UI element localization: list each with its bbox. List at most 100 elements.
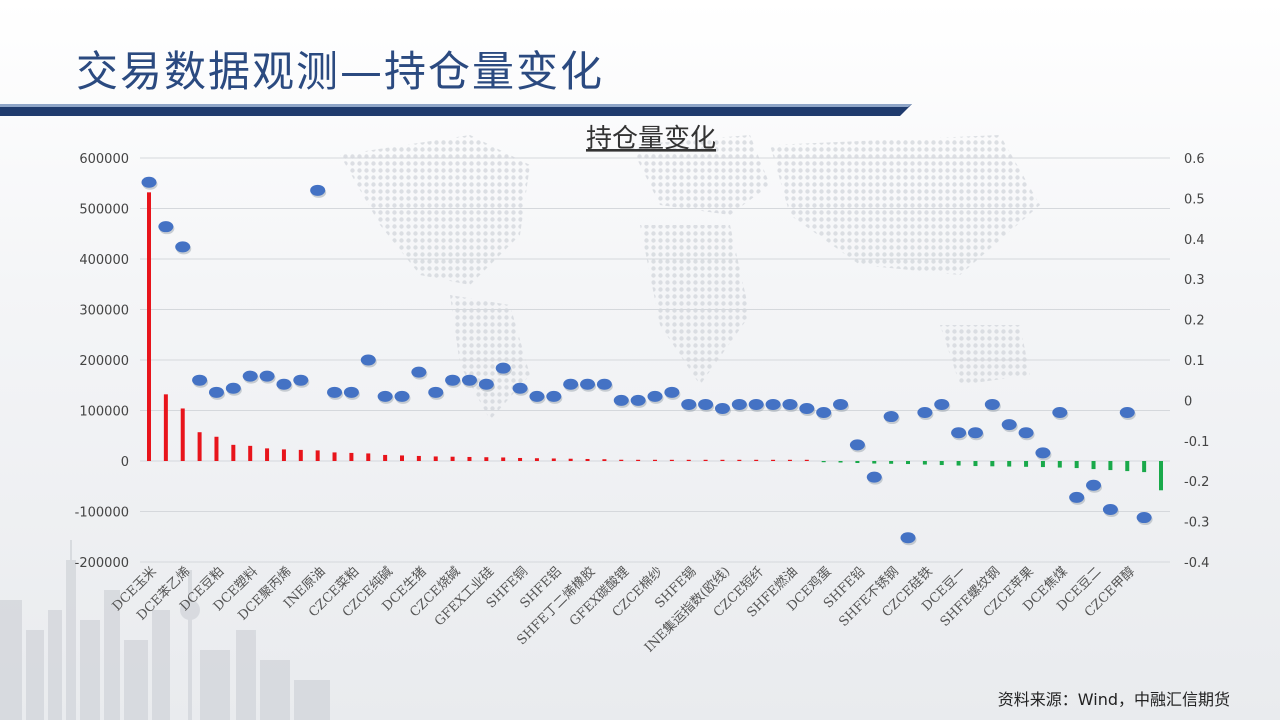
point	[529, 390, 545, 402]
point	[1102, 503, 1118, 515]
right-tick-label: 0.1	[1184, 354, 1205, 369]
point	[411, 366, 427, 378]
point	[613, 394, 629, 406]
bar	[416, 455, 421, 461]
left-tick-label: 0	[121, 455, 129, 470]
bar	[1074, 461, 1079, 469]
right-tick-label: 0.2	[1184, 314, 1205, 329]
point	[765, 398, 781, 410]
point	[849, 439, 865, 451]
right-axis-ticks: 0.6 0.5 0.4 0.3 0.2 0.1 0 -0.1 -0.2 -0.3 -0.4	[1184, 152, 1209, 571]
point	[478, 378, 494, 390]
point	[1119, 407, 1135, 419]
bar	[534, 458, 539, 461]
point	[866, 471, 882, 483]
bar	[214, 436, 219, 461]
right-tick-label: -0.3	[1184, 516, 1209, 531]
right-tick-label: 0.6	[1184, 152, 1205, 167]
point	[580, 378, 596, 390]
right-tick-label: 0.3	[1184, 273, 1205, 288]
source-note: 资料来源：Wind，中融汇信期货	[997, 690, 1230, 709]
point	[377, 390, 393, 402]
bar	[450, 456, 455, 461]
point	[259, 370, 275, 382]
right-tick-label: 0	[1184, 394, 1192, 409]
bar	[771, 459, 776, 461]
title-underline-band	[0, 104, 912, 116]
point	[698, 398, 714, 410]
bar	[686, 459, 691, 461]
bar	[1057, 461, 1062, 468]
bar	[1108, 461, 1113, 471]
point	[495, 362, 511, 374]
point	[461, 374, 477, 386]
point	[1069, 491, 1085, 503]
right-tick-label: 0.4	[1184, 233, 1205, 248]
point	[327, 386, 343, 398]
point	[293, 374, 309, 386]
bar	[518, 457, 523, 461]
left-tick-label: 200000	[79, 354, 129, 369]
point	[681, 398, 697, 410]
point	[984, 398, 1000, 410]
bar	[585, 458, 590, 461]
bar	[922, 461, 927, 465]
right-tick-label: -0.2	[1184, 475, 1209, 490]
bar	[906, 461, 910, 465]
bar	[501, 457, 506, 461]
point	[1136, 512, 1152, 524]
bar	[467, 456, 472, 461]
bar	[433, 456, 438, 461]
bar	[636, 459, 641, 461]
right-tick-label: -0.1	[1184, 435, 1209, 450]
left-tick-label: 600000	[79, 152, 129, 167]
point	[158, 221, 174, 233]
bar	[281, 449, 286, 461]
point	[883, 411, 899, 423]
point	[596, 378, 612, 390]
left-tick-label: 400000	[79, 253, 129, 268]
bar	[754, 459, 759, 461]
bar	[939, 461, 944, 466]
point	[934, 398, 950, 410]
bar	[383, 454, 388, 461]
left-tick-label: 500000	[79, 203, 129, 218]
point	[664, 386, 680, 398]
bar	[653, 459, 657, 461]
bar	[1040, 461, 1045, 468]
bar	[298, 449, 303, 461]
point	[900, 532, 916, 544]
bar	[1142, 461, 1147, 473]
world-map-background	[340, 135, 1040, 420]
point	[1035, 447, 1051, 459]
bar	[551, 458, 556, 461]
left-tick-label: -100000	[75, 506, 129, 521]
point	[394, 390, 410, 402]
right-tick-label: -0.4	[1184, 556, 1209, 571]
point	[647, 390, 663, 402]
slide-title: 交易数据观测—持仓量变化	[76, 47, 605, 96]
point	[276, 378, 292, 390]
bar	[838, 461, 843, 463]
bar	[265, 448, 270, 461]
bar	[669, 459, 674, 461]
bar	[602, 459, 607, 461]
bar	[163, 394, 168, 461]
bar	[366, 453, 371, 461]
bar	[1125, 461, 1130, 472]
left-tick-label: 300000	[79, 304, 129, 319]
bar	[787, 459, 792, 461]
bar	[737, 459, 742, 461]
point	[748, 398, 764, 410]
bar	[1091, 461, 1096, 470]
bar	[889, 461, 894, 464]
point	[428, 386, 444, 398]
bar	[180, 408, 185, 461]
bar	[400, 455, 404, 461]
bar	[349, 452, 354, 461]
bar	[568, 458, 573, 461]
bar-series	[147, 192, 1163, 491]
city-skyline-background	[0, 540, 330, 720]
chart-title: 持仓量变化	[586, 124, 716, 154]
grid-lines	[140, 157, 1170, 563]
